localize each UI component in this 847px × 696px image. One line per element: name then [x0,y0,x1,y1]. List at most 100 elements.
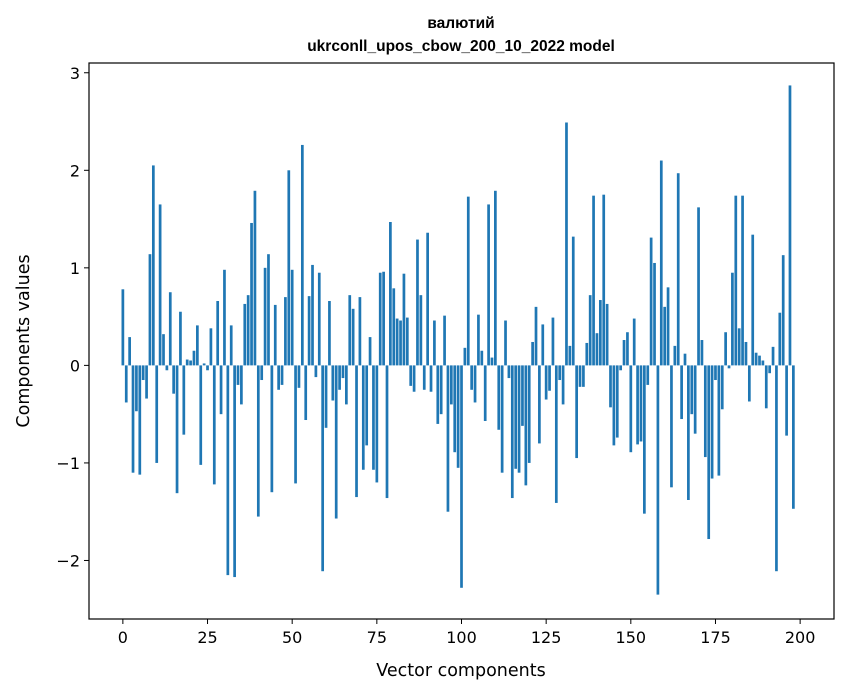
bar-149 [626,332,629,366]
bar-166 [683,353,687,366]
bar-186 [751,234,755,366]
x-tick-label-7: 175 [700,628,731,647]
bar-98 [453,365,457,453]
bar-111 [497,365,501,430]
bar-129 [558,365,562,381]
bar-180 [731,272,734,366]
bar-131 [565,122,568,366]
bar-56 [311,264,314,366]
x-tick-label-1: 25 [197,628,217,647]
bar-192 [771,346,775,366]
bar-6 [141,365,145,381]
bar-14 [168,292,172,366]
bar-89 [422,365,426,390]
bar-103 [470,365,474,390]
y-tick-label-5: 3 [70,64,80,83]
bar-71 [361,365,365,470]
bar-16 [175,365,179,494]
bar-156 [649,237,653,366]
bar-174 [710,365,714,479]
bar-42 [263,267,267,366]
bar-45 [273,304,277,366]
bar-75 [375,365,379,483]
bar-76 [378,272,382,366]
bar-15 [172,365,176,394]
bar-48 [284,297,287,366]
x-tick-label-5: 125 [531,628,562,647]
x-tick-label-8: 200 [785,628,816,647]
bar-86 [412,365,416,392]
bar-137 [585,342,589,366]
bar-100 [460,365,463,588]
bar-105 [477,314,480,366]
bar-148 [622,340,626,366]
bar-31 [226,365,230,576]
bar-124 [541,324,545,366]
bar-183 [741,195,744,366]
bar-132 [568,345,572,366]
y-axis-ticks: −2 −1 0 1 2 3 [56,64,89,570]
bar-19 [185,359,189,366]
x-axis-ticks: 0 25 50 75 100 125 150 175 200 [118,619,816,647]
bar-25 [206,365,209,371]
bar-7 [145,365,148,399]
x-tick-label-6: 150 [616,628,647,647]
bar-90 [426,232,429,366]
bar-162 [670,365,673,488]
bar-185 [747,365,751,402]
bar-20 [189,360,192,366]
bar-175 [714,365,717,381]
bar-153 [639,365,643,442]
bar-118 [521,365,524,426]
bar-96 [446,365,450,512]
bar-168 [690,365,694,415]
bar-8 [148,254,152,366]
bar-59 [321,365,325,572]
bar-119 [524,365,528,486]
bar-95 [443,315,446,366]
bar-79 [389,222,392,366]
bar-116 [514,365,518,469]
bar-133 [571,236,575,366]
bar-44 [270,365,274,493]
bar-99 [456,365,460,468]
bar-33 [233,365,236,578]
bar-91 [429,365,433,392]
bar-101 [463,347,467,366]
bar-3 [131,365,135,473]
bar-115 [510,365,514,499]
bar-30 [223,269,226,366]
bar-61 [328,301,331,366]
bar-160 [663,306,667,366]
bar-112 [500,365,504,473]
bar-173 [707,365,711,540]
bar-194 [778,312,782,366]
x-tick-label-3: 75 [367,628,387,647]
bar-17 [179,311,182,366]
bar-73 [368,337,372,366]
bar-43 [267,254,270,366]
bar-120 [527,365,531,463]
bar-147 [619,365,623,371]
bar-130 [561,365,565,405]
bar-4 [135,365,138,412]
y-tick-label-4: 2 [70,161,80,180]
bar-26 [209,328,213,366]
bar-87 [416,239,419,366]
bar-38 [250,222,253,366]
plot-frame [88,62,835,620]
y-axis-label: Components values [14,254,34,427]
bar-54 [304,365,308,421]
bar-176 [717,365,721,476]
bar-165 [680,365,683,420]
bar-21 [192,350,196,366]
bar-113 [504,320,507,366]
chart-subtitle: ukrconll_upos_cbow_200_10_2022 model [307,38,615,55]
bar-135 [578,365,582,387]
bar-36 [243,303,247,366]
bar-55 [307,296,311,366]
bar-182 [737,328,741,366]
bar-136 [582,365,585,387]
bar-144 [609,365,612,408]
